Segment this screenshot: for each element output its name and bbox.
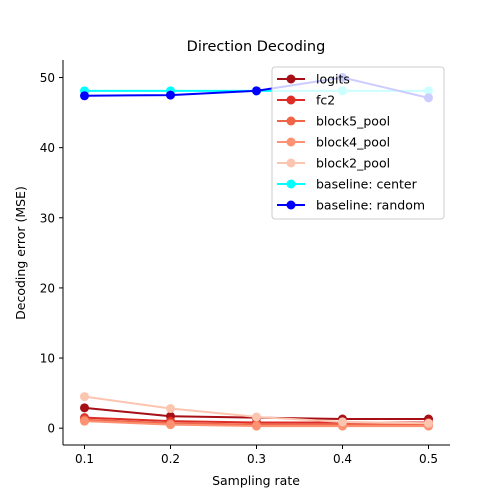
- y-tick-label: 30: [40, 211, 55, 225]
- legend-marker: [286, 179, 296, 189]
- legend-marker: [286, 137, 296, 147]
- y-tick-label: 20: [40, 281, 55, 295]
- chart-title: Direction Decoding: [187, 39, 326, 55]
- legend-item-baseline-random: baseline: random: [277, 198, 425, 213]
- legend-marker: [286, 116, 296, 126]
- data-point: [166, 404, 175, 414]
- legend-label: block4_pool: [316, 135, 390, 150]
- x-tick-label: 0.3: [247, 452, 266, 466]
- legend-marker: [286, 74, 296, 84]
- data-point: [338, 417, 347, 427]
- legend-label: fc2: [316, 93, 335, 108]
- legend-item-fc2: fc2: [277, 93, 335, 108]
- data-point: [424, 418, 433, 428]
- y-tick-label: 10: [40, 352, 55, 366]
- x-tick-label: 0.5: [419, 452, 438, 466]
- legend-frame: [271, 66, 445, 220]
- data-point: [166, 420, 175, 430]
- data-point: [252, 412, 261, 422]
- legend-label: baseline: random: [316, 198, 425, 213]
- y-axis-label: Decoding error (MSE): [13, 186, 28, 320]
- x-tick-label: 0.2: [161, 452, 180, 466]
- x-tick-label: 0.4: [333, 452, 352, 466]
- legend-item-baseline-center: baseline: center: [277, 177, 418, 192]
- legend-marker: [286, 95, 296, 105]
- data-point: [252, 86, 261, 96]
- legend-label: block5_pool: [316, 114, 390, 129]
- legend-label: baseline: center: [316, 177, 418, 192]
- legend-item-block5-pool: block5_pool: [277, 114, 390, 129]
- data-point: [252, 421, 261, 431]
- x-axis-label: Sampling rate: [212, 473, 300, 488]
- data-point: [80, 403, 89, 413]
- y-tick-label: 0: [47, 422, 55, 436]
- y-tick-label: 40: [40, 141, 55, 155]
- data-point: [80, 392, 89, 402]
- series-block2-pool: [80, 392, 433, 428]
- legend-item-block2-pool: block2_pool: [277, 156, 390, 171]
- legend: logits fc2 block5_pool block4_pool block2_po…: [271, 66, 445, 220]
- x-tick-label: 0.1: [75, 452, 94, 466]
- data-point: [166, 90, 175, 100]
- legend-marker: [286, 158, 296, 168]
- legend-item-logits: logits: [277, 72, 350, 87]
- y-tick-label: 50: [40, 71, 55, 85]
- legend-label: block2_pool: [316, 156, 390, 171]
- legend-label: logits: [316, 72, 350, 87]
- legend-marker: [286, 200, 296, 210]
- legend-item-block4-pool: block4_pool: [277, 135, 390, 150]
- data-point: [80, 416, 89, 426]
- data-point: [80, 91, 89, 101]
